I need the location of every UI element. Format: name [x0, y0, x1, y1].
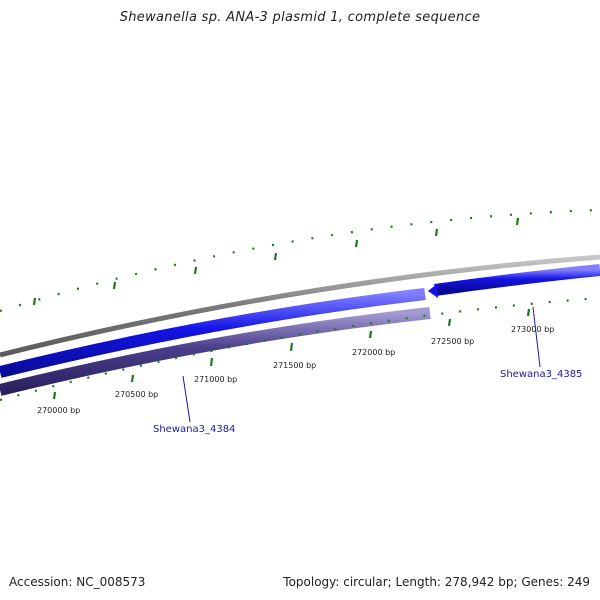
gc-outer-mark	[354, 239, 359, 248]
gc-outer-mark	[273, 252, 278, 261]
map-title: Shewanella sp. ANA-3 plasmid 1, complete…	[119, 10, 481, 25]
gene-arrowhead	[428, 284, 438, 298]
sequence-backbone	[0, 254, 600, 358]
gene-feature-reverse	[0, 307, 431, 396]
topology-summary: Topology: circular; Length: 278,942 bp; …	[283, 575, 590, 589]
tick-label-271000: 271000 bp	[194, 375, 237, 384]
gc-outer-mark	[32, 297, 37, 306]
gene-feature-forward-right	[434, 264, 600, 296]
tick-label-272500: 272500 bp	[431, 337, 474, 346]
scale-ticks	[52, 308, 531, 400]
accession-text: Accession: NC_008573	[9, 575, 146, 589]
tick-label-272000: 272000 bp	[352, 348, 395, 357]
gene-label-leader-4384	[182, 375, 191, 423]
gc-outer-mark	[434, 228, 439, 237]
gene-label-4384[interactable]: Shewana3_4384	[153, 424, 235, 435]
gc-track-outer	[0, 208, 600, 313]
gc-outer-mark	[112, 281, 117, 290]
gene-feature-forward-left	[0, 288, 426, 378]
tick-label-270000: 270000 bp	[37, 406, 80, 415]
tick-label-271500: 271500 bp	[273, 361, 316, 370]
tick-label-273000: 273000 bp	[511, 325, 554, 334]
gc-track-inner	[0, 296, 600, 402]
tick-label-270500: 270500 bp	[115, 390, 158, 399]
gene-label-leader-4385	[532, 306, 541, 368]
gene-label-4385[interactable]: Shewana3_4385	[500, 369, 582, 380]
gc-outer-mark	[515, 217, 520, 226]
gc-track-outer-marks	[32, 217, 520, 306]
gc-outer-mark	[193, 266, 198, 275]
